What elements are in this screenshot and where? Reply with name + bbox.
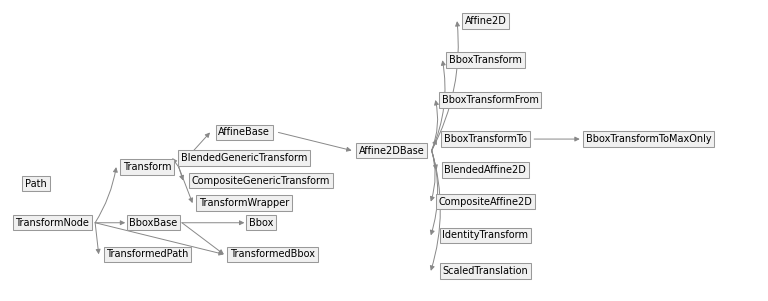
Text: TransformWrapper: TransformWrapper <box>199 198 290 208</box>
Text: TransformNode: TransformNode <box>15 218 89 228</box>
Text: BboxTransformFrom: BboxTransformFrom <box>442 95 538 105</box>
Text: CompositeGenericTransform: CompositeGenericTransform <box>192 175 330 186</box>
Text: BlendedGenericTransform: BlendedGenericTransform <box>181 153 307 163</box>
Text: BboxTransformTo: BboxTransformTo <box>444 134 527 144</box>
Text: Affine2D: Affine2D <box>465 16 506 26</box>
Text: BboxTransform: BboxTransform <box>449 55 521 65</box>
Text: TransformedPath: TransformedPath <box>106 249 189 259</box>
Text: TransformedBbox: TransformedBbox <box>230 249 315 259</box>
Text: BboxBase: BboxBase <box>130 218 177 228</box>
Text: BlendedAffine2D: BlendedAffine2D <box>445 165 526 175</box>
Text: ScaledTranslation: ScaledTranslation <box>442 266 528 276</box>
Text: BboxTransformToMaxOnly: BboxTransformToMaxOnly <box>586 134 712 144</box>
Text: CompositeAffine2D: CompositeAffine2D <box>439 197 532 207</box>
Text: Affine2DBase: Affine2DBase <box>359 145 425 156</box>
Text: IdentityTransform: IdentityTransform <box>442 230 528 240</box>
Text: Transform: Transform <box>123 162 172 172</box>
Text: Path: Path <box>25 178 47 189</box>
Text: AffineBase: AffineBase <box>218 127 270 138</box>
Text: Bbox: Bbox <box>249 218 273 228</box>
